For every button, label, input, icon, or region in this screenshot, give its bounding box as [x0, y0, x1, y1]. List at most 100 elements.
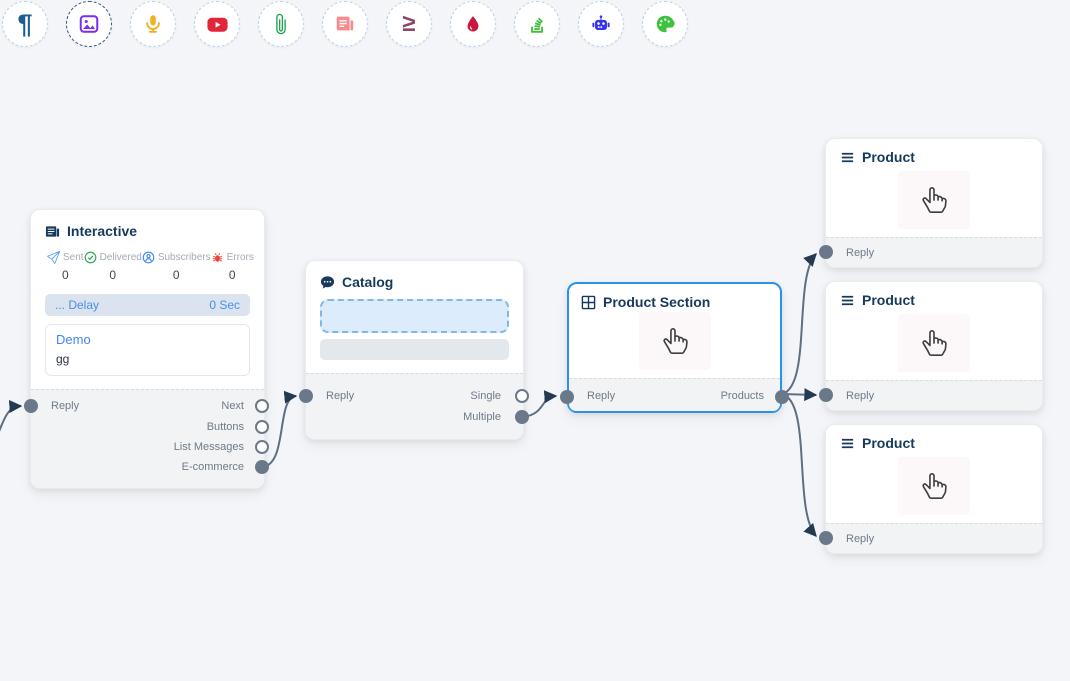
node-footer: Reply Next Buttons List Messages E-comme… — [24, 389, 269, 488]
input-label-reply: Reply — [51, 400, 80, 412]
node-header: Product — [826, 282, 1042, 308]
paperclip-icon — [276, 13, 286, 35]
node-title: Product Section — [603, 294, 711, 310]
tool-audio[interactable] — [130, 1, 176, 47]
edge-products-to-product3-reply — [781, 393, 817, 537]
output-label-list-messages: List Messages — [173, 441, 244, 453]
send-icon — [47, 251, 60, 264]
input-label-reply: Reply — [846, 390, 875, 402]
youtube-icon — [206, 17, 228, 32]
node-footer: Reply — [819, 237, 1042, 267]
node-footer: Reply Products — [560, 378, 789, 411]
output-port-multiple[interactable] — [515, 410, 529, 424]
tool-news-card[interactable] — [322, 1, 368, 47]
hand-pointer-icon — [662, 328, 688, 354]
output-port-buttons[interactable] — [255, 420, 269, 434]
newspaper-icon — [45, 225, 60, 237]
input-label-reply: Reply — [846, 533, 875, 545]
node-product-section[interactable]: Product Section Reply Products — [560, 282, 789, 413]
palette-icon — [656, 15, 675, 33]
stat-errors: Errors 0 — [211, 251, 254, 282]
output-label-multiple: Multiple — [463, 411, 501, 423]
product-section-placeholder — [638, 312, 711, 370]
node-product-1[interactable]: Product Reply — [819, 138, 1043, 268]
input-port-reply[interactable] — [819, 245, 833, 259]
node-header: Catalog — [306, 261, 523, 294]
input-label-reply: Reply — [846, 247, 875, 259]
list-icon — [841, 152, 854, 162]
input-label-reply: Reply — [326, 390, 355, 402]
output-port-single[interactable] — [515, 389, 529, 403]
stat-value: 0 — [228, 268, 236, 282]
node-palette-toolbar: ¶ — [2, 1, 688, 47]
tool-paragraph[interactable]: ¶ — [2, 1, 48, 47]
delay-label: ... Delay — [55, 298, 100, 312]
check-circle-icon — [84, 251, 96, 264]
stat-delivered: Delivered 0 — [84, 251, 142, 282]
chat-dots-icon — [320, 275, 335, 289]
node-product-3[interactable]: Product Reply — [819, 424, 1043, 554]
message-title: Demo — [56, 332, 91, 347]
tool-attachment[interactable] — [258, 1, 304, 47]
message-body: gg — [56, 352, 70, 366]
stat-label: Errors — [226, 252, 254, 263]
product-placeholder — [898, 314, 970, 372]
hand-pointer-icon — [922, 330, 947, 356]
pilcrow-icon: ¶ — [17, 8, 33, 39]
input-label-reply: Reply — [587, 390, 616, 402]
input-port-reply[interactable] — [819, 388, 833, 402]
node-product-2[interactable]: Product Reply — [819, 281, 1043, 411]
output-label-ecommerce: E-commerce — [181, 461, 244, 473]
output-port-next[interactable] — [255, 399, 269, 413]
tool-drip[interactable] — [450, 1, 496, 47]
node-catalog[interactable]: Catalog Reply Single Multiple — [299, 260, 529, 440]
edge-products-to-product1-reply — [781, 253, 817, 395]
tool-bot[interactable] — [578, 1, 624, 47]
stat-value: 0 — [172, 268, 180, 282]
list-icon — [841, 438, 854, 448]
tool-sequence[interactable] — [514, 1, 560, 47]
node-footer: Reply — [819, 523, 1042, 553]
stat-label: Sent — [63, 252, 84, 263]
node-title: Product — [862, 435, 915, 451]
delay-row[interactable]: ... Delay 0 Sec — [45, 294, 250, 316]
stack-icon — [531, 17, 543, 33]
output-port-products[interactable] — [775, 390, 789, 404]
node-header: Product Section — [569, 284, 780, 310]
hand-pointer-icon — [922, 187, 947, 213]
output-label-buttons: Buttons — [206, 421, 244, 433]
tool-image[interactable] — [66, 1, 112, 47]
stat-subscribers: Subscribers 0 — [142, 251, 211, 282]
output-label-next: Next — [221, 400, 244, 412]
stat-label: Subscribers — [157, 252, 211, 263]
node-header: Product — [826, 425, 1042, 451]
input-port-reply[interactable] — [299, 389, 313, 403]
edge-incoming-to-interactive-reply — [0, 400, 23, 432]
catalog-dropzone[interactable] — [320, 299, 509, 333]
node-header: Product — [826, 139, 1042, 165]
stat-label: Delivered — [99, 252, 142, 263]
input-port-reply[interactable] — [24, 399, 38, 413]
output-port-ecommerce[interactable] — [255, 460, 269, 474]
person-circle-icon — [142, 251, 155, 264]
stat-value: 0 — [61, 268, 69, 282]
tool-condition[interactable]: ≥ — [386, 1, 432, 47]
droplet-icon — [467, 16, 479, 32]
node-header: Interactive — [31, 210, 264, 243]
tool-design[interactable] — [642, 1, 688, 47]
input-port-reply[interactable] — [560, 390, 574, 404]
node-footer: Reply — [819, 380, 1042, 410]
node-footer: Reply Single Multiple — [299, 373, 529, 439]
list-icon — [841, 295, 854, 305]
output-port-list-messages[interactable] — [255, 440, 269, 454]
tool-video[interactable] — [194, 1, 240, 47]
stat-sent: Sent 0 — [47, 251, 84, 282]
node-interactive[interactable]: Interactive Sent 0 Delivered — [24, 209, 269, 489]
node-title: Product — [862, 149, 915, 165]
grid-icon — [581, 295, 596, 309]
greater-equal-icon: ≥ — [402, 10, 416, 37]
robot-icon — [592, 15, 610, 30]
input-port-reply[interactable] — [819, 531, 833, 545]
message-card[interactable]: Demo gg — [45, 324, 250, 376]
